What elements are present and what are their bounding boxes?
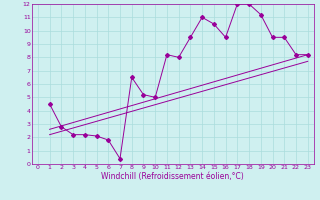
X-axis label: Windchill (Refroidissement éolien,°C): Windchill (Refroidissement éolien,°C): [101, 172, 244, 181]
